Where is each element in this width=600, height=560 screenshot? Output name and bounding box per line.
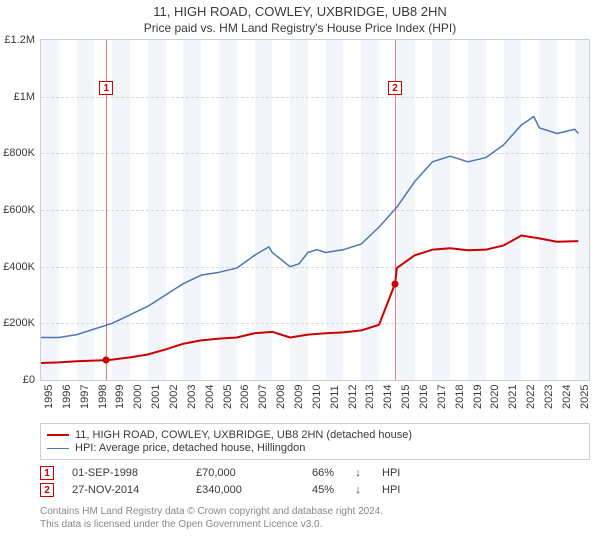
x-axis: 1995 1996 1997 1998 1999 2000 2001 2002 2003 2004…	[40, 381, 590, 419]
y-tick-label: £1M	[14, 91, 35, 103]
attribution-footer: Contains HM Land Registry data © Crown c…	[40, 505, 590, 531]
x-tick-label: 2008	[275, 385, 287, 409]
x-tick-label: 2000	[132, 385, 144, 409]
x-tick-label: 2014	[382, 385, 394, 409]
y-axis: £0£200K£400K£600K£800K£1M£1.2M	[1, 40, 39, 380]
x-tick-label: 2012	[347, 385, 359, 409]
event-date: 27-NOV-2014	[72, 484, 178, 496]
event-suffix: HPI	[382, 484, 400, 496]
legend-label: 11, HIGH ROAD, COWLEY, UXBRIDGE, UB8 2HN…	[75, 429, 412, 441]
footer-line: This data is licensed under the Open Gov…	[40, 518, 590, 531]
x-tick-label: 2013	[364, 385, 376, 409]
event-row: 1 01-SEP-1998 £70,000 66% ↓ HPI	[40, 466, 590, 480]
y-tick-label: £400K	[3, 261, 35, 273]
x-tick-label: 1998	[97, 385, 109, 409]
x-tick-label: 2004	[204, 385, 216, 409]
chart-plot-area: £0£200K£400K£600K£800K£1M£1.2M 12	[40, 39, 590, 381]
y-tick-label: £0	[23, 374, 35, 386]
legend-item: HPI: Average price, detached house, Hill…	[47, 442, 583, 454]
x-tick-label: 1997	[79, 385, 91, 409]
x-tick-label: 2011	[329, 385, 341, 409]
event-label-layer: 12	[41, 40, 589, 380]
x-tick-label: 2007	[257, 385, 269, 409]
x-tick-label: 2002	[168, 385, 180, 409]
legend-label: HPI: Average price, detached house, Hill…	[75, 442, 305, 454]
chart-subtitle: Price paid vs. HM Land Registry's House …	[0, 19, 600, 39]
x-tick-label: 2017	[436, 385, 448, 409]
y-tick-label: £1.2M	[4, 34, 35, 46]
events-table: 1 01-SEP-1998 £70,000 66% ↓ HPI 2 27-NOV-2014 £3…	[40, 466, 590, 497]
legend-item: 11, HIGH ROAD, COWLEY, UXBRIDGE, UB8 2HN…	[47, 429, 583, 441]
x-tick-label: 2019	[472, 385, 484, 409]
event-row-marker: 2	[40, 483, 54, 497]
x-tick-label: 2016	[418, 385, 430, 409]
x-tick-label: 2001	[150, 385, 162, 409]
event-price: £70,000	[196, 467, 276, 479]
x-tick-label: 1995	[43, 385, 55, 409]
x-tick-label: 2005	[222, 385, 234, 409]
event-marker-label: 2	[388, 81, 402, 95]
event-marker-label: 1	[99, 81, 113, 95]
x-tick-label: 2015	[400, 385, 412, 409]
event-pct: 45%	[294, 484, 334, 496]
x-tick-label: 2006	[239, 385, 251, 409]
x-tick-label: 2022	[525, 385, 537, 409]
x-tick-label: 1996	[61, 385, 73, 409]
y-tick-label: £600K	[3, 204, 35, 216]
legend: 11, HIGH ROAD, COWLEY, UXBRIDGE, UB8 2HN…	[40, 423, 590, 460]
x-tick-label: 1999	[114, 385, 126, 409]
event-suffix: HPI	[382, 467, 400, 479]
legend-swatch	[47, 434, 69, 436]
x-tick-label: 2009	[293, 385, 305, 409]
event-row-marker: 1	[40, 466, 54, 480]
event-row: 2 27-NOV-2014 £340,000 45% ↓ HPI	[40, 483, 590, 497]
x-tick-label: 2018	[454, 385, 466, 409]
x-tick-label: 2003	[186, 385, 198, 409]
footer-line: Contains HM Land Registry data © Crown c…	[40, 505, 590, 518]
x-tick-label: 2010	[311, 385, 323, 409]
event-date: 01-SEP-1998	[72, 467, 178, 479]
legend-swatch	[47, 448, 69, 449]
y-tick-label: £800K	[3, 147, 35, 159]
event-pct: 66%	[294, 467, 334, 479]
event-price: £340,000	[196, 484, 276, 496]
down-arrow-icon: ↓	[352, 467, 364, 479]
chart-title: 11, HIGH ROAD, COWLEY, UXBRIDGE, UB8 2HN	[0, 0, 600, 19]
x-tick-label: 2021	[507, 385, 519, 409]
y-tick-label: £200K	[3, 317, 35, 329]
x-tick-label: 2025	[579, 385, 591, 409]
down-arrow-icon: ↓	[352, 484, 364, 496]
x-tick-label: 2024	[561, 385, 573, 409]
x-tick-label: 2023	[543, 385, 555, 409]
x-tick-label: 2020	[489, 385, 501, 409]
